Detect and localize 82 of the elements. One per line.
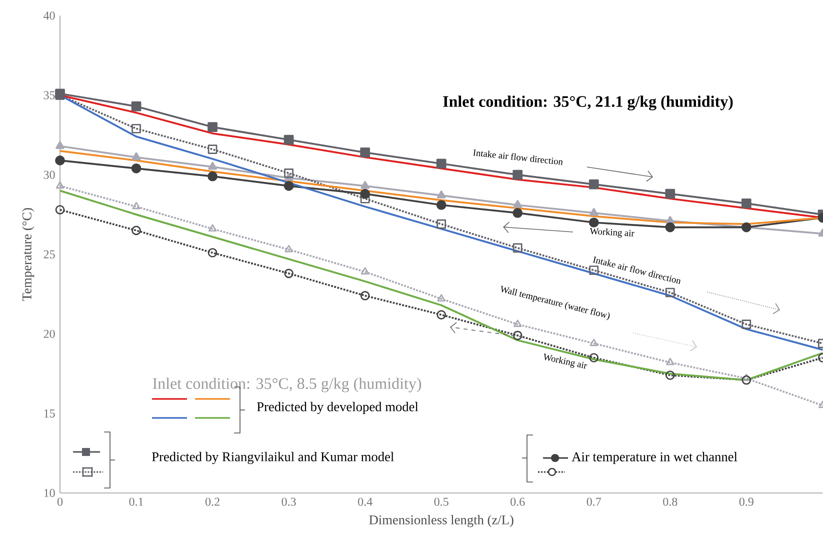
annotation: Intake air flow direction — [592, 256, 680, 284]
point — [437, 294, 446, 302]
point — [208, 162, 217, 170]
point — [360, 267, 370, 274]
point — [513, 320, 522, 327]
point — [665, 370, 675, 380]
annotation: Working air — [544, 354, 588, 369]
annotation: Wall temperature (water flow) — [501, 286, 610, 320]
point — [742, 320, 752, 329]
point — [208, 224, 217, 232]
annotation: Intake air flow direction — [473, 149, 563, 165]
x-tick-label: 0.7 — [586, 498, 602, 506]
point — [284, 268, 294, 278]
point — [589, 353, 599, 362]
point — [56, 141, 64, 150]
point — [132, 202, 140, 210]
point — [436, 200, 446, 210]
point — [208, 248, 218, 258]
x-tick-label: 0.2 — [206, 498, 220, 506]
point — [512, 208, 523, 218]
x-axis-title: Dimensionless length (z/L) — [369, 514, 514, 528]
annotation: Working air — [590, 228, 634, 238]
y-tick-label: 30 — [44, 170, 55, 179]
point — [132, 152, 141, 160]
point — [284, 168, 294, 178]
point — [436, 158, 446, 169]
point — [132, 124, 141, 134]
point — [55, 156, 65, 166]
x-tick-label: 0 — [57, 498, 63, 506]
point — [284, 244, 293, 252]
y-tick-label: 10 — [44, 488, 55, 498]
annotation: Predicted by Riangvilaikul and Kumar model — [152, 452, 394, 464]
y-tick-label: 25 — [44, 250, 55, 258]
point — [436, 219, 446, 229]
x-tick-label: 0.9 — [739, 498, 754, 506]
point — [742, 374, 751, 382]
point — [436, 190, 446, 198]
point — [665, 222, 676, 232]
y-tick-label: 35 — [44, 91, 55, 100]
x-tick-label: 0.5 — [434, 498, 448, 506]
point — [360, 148, 370, 158]
point — [590, 338, 598, 346]
point — [512, 243, 522, 253]
point — [208, 171, 218, 182]
point — [360, 194, 370, 204]
x-tick-label: 0.4 — [358, 498, 372, 506]
y-tick-label: 40 — [44, 12, 55, 20]
point — [741, 198, 752, 208]
point — [588, 218, 599, 228]
annotation: Air temperature in wet channel — [572, 452, 738, 464]
point — [436, 310, 446, 320]
point — [208, 122, 218, 132]
point — [284, 134, 294, 145]
point — [131, 101, 142, 112]
point — [512, 330, 522, 340]
point — [512, 170, 523, 180]
point — [589, 208, 598, 216]
point — [513, 200, 522, 208]
point — [665, 188, 676, 199]
point — [56, 181, 64, 189]
point — [208, 144, 218, 154]
point — [360, 188, 370, 199]
point — [665, 288, 675, 298]
point — [132, 226, 141, 236]
x-tick-label: 0.1 — [129, 498, 144, 506]
y-axis-title: Temperature (°C) — [22, 208, 34, 301]
annotation: Inlet condition: 35°C, 21.1 g/kg (humidity) — [443, 96, 733, 110]
point — [55, 205, 65, 214]
annotation: Predicted by developed model — [256, 402, 418, 414]
point — [131, 163, 142, 174]
x-tick-label: 0.8 — [663, 498, 678, 506]
annotation: Inlet condition: 35°C, 8.5 g/kg (humidity) — [152, 378, 422, 392]
x-tick-label: 0.6 — [510, 498, 525, 506]
point — [360, 291, 370, 300]
point — [360, 180, 370, 189]
point — [284, 180, 294, 191]
point — [588, 179, 599, 190]
y-tick-label: 15 — [44, 409, 55, 418]
point — [742, 375, 752, 385]
y-tick-label: 20 — [44, 330, 55, 338]
x-tick-label: 0.3 — [282, 498, 296, 506]
point — [666, 358, 674, 366]
